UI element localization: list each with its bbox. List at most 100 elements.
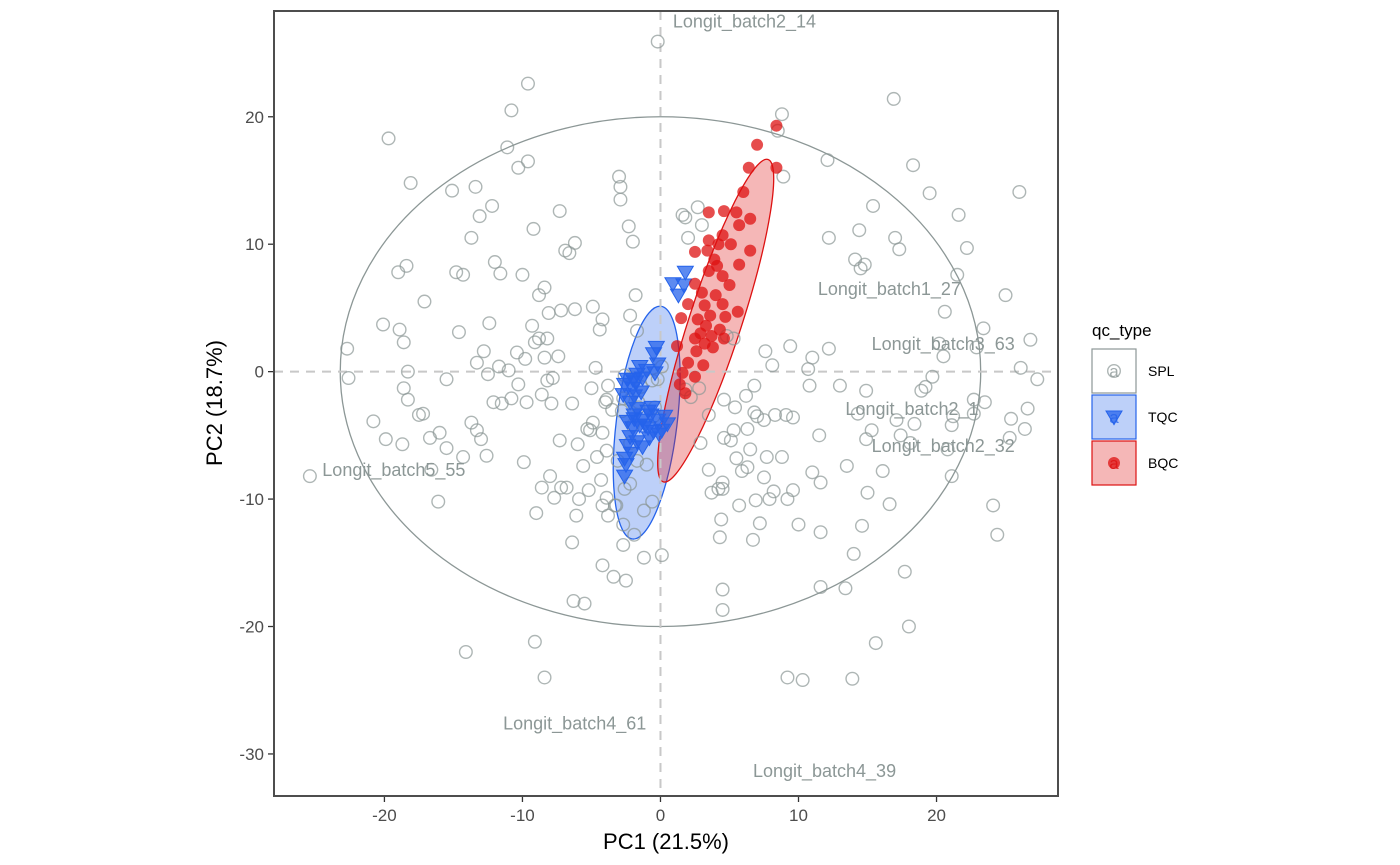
point-spl [584, 381, 599, 396]
point-spl [594, 472, 609, 487]
point-spl [544, 396, 559, 411]
point-bqc [682, 298, 695, 311]
point-spl [616, 517, 631, 532]
point-spl [485, 198, 500, 213]
point-spl [779, 407, 794, 422]
point-spl [606, 569, 621, 584]
point-tqc [639, 404, 657, 420]
y-tick-label: -20 [239, 618, 264, 637]
point-spl [783, 339, 798, 354]
point-spl [918, 379, 933, 394]
point-spl [493, 266, 508, 281]
point-spl [636, 550, 651, 565]
point-spl [780, 492, 795, 507]
point-spl [850, 406, 865, 421]
point-spl [529, 506, 544, 521]
point-spl [469, 355, 484, 370]
point-spl [795, 673, 810, 688]
annotation-label: Longit_batch5_55 [322, 460, 465, 481]
point-spl [424, 462, 439, 477]
legend: qc_type a SPL a TQC a BQC [1091, 321, 1178, 486]
y-tick-label: -30 [239, 745, 264, 764]
point-spl [381, 131, 396, 146]
point-spl [813, 475, 828, 490]
point-spl [468, 179, 483, 194]
point-spl [715, 481, 730, 496]
point-spl [554, 303, 569, 318]
point-bqc [702, 234, 715, 247]
point-spl [802, 378, 817, 393]
point-spl [925, 369, 940, 384]
point-spl [543, 469, 558, 484]
point-spl [541, 306, 556, 321]
point-spl [857, 257, 872, 272]
point-bqc [716, 270, 729, 283]
point-spl [701, 407, 716, 422]
legend-marker [1105, 410, 1123, 426]
point-bqc [737, 185, 750, 198]
point-spl [396, 335, 411, 350]
point-spl [785, 483, 800, 498]
point-spl [464, 230, 479, 245]
point-tqc [633, 413, 652, 429]
point-spl [893, 428, 908, 443]
point-spl [693, 436, 708, 451]
point-spl [805, 350, 820, 365]
point-bqc [723, 278, 736, 291]
point-tqc [617, 458, 635, 474]
point-spl [501, 363, 516, 378]
point-spl [712, 530, 727, 545]
point-spl [458, 644, 473, 659]
point-bqc [697, 359, 710, 372]
point-spl [486, 395, 501, 410]
point-spl [855, 518, 870, 533]
point-bqc [731, 305, 744, 318]
point-spl [585, 299, 600, 314]
point-spl [613, 192, 628, 207]
y-tick-label: 20 [245, 108, 264, 127]
point-tqc [615, 469, 634, 485]
point-spl [832, 378, 847, 393]
point-spl [785, 410, 800, 425]
point-spl [456, 267, 471, 282]
point-spl [701, 462, 716, 477]
point-spl [476, 344, 491, 359]
x-tick-label: -10 [510, 806, 535, 825]
point-spl [801, 362, 816, 377]
point-spl [740, 421, 755, 436]
point-bqc [682, 356, 695, 369]
point-spl [654, 548, 669, 563]
point-spl [577, 596, 592, 611]
point-spl [906, 158, 921, 173]
point-spl [392, 322, 407, 337]
point-bqc [712, 238, 725, 251]
point-spl [932, 336, 947, 351]
point-bqc [713, 323, 726, 336]
point-spl [395, 437, 410, 452]
point-spl [474, 432, 489, 447]
point-spl [616, 537, 631, 552]
point-bqc [702, 206, 715, 219]
point-spl [595, 425, 610, 440]
point-bqc [690, 345, 703, 358]
point-spl [540, 331, 555, 346]
point-spl [944, 469, 959, 484]
point-bqc [698, 299, 711, 312]
point-spl [690, 200, 705, 215]
point-bqc [673, 378, 686, 391]
point-spl [585, 415, 600, 430]
point-spl [1017, 421, 1032, 436]
point-spl [479, 448, 494, 463]
point-spl [598, 395, 613, 410]
point-spl [416, 406, 431, 421]
point-spl [976, 321, 991, 336]
point-tqc [655, 409, 674, 425]
point-spl [623, 308, 638, 323]
point-spl [714, 512, 729, 527]
annotation-label: Longit_batch2_1 [845, 399, 978, 420]
point-bqc [695, 286, 708, 299]
point-spl [892, 242, 907, 257]
point-spl [739, 388, 754, 403]
point-spl [848, 252, 863, 267]
